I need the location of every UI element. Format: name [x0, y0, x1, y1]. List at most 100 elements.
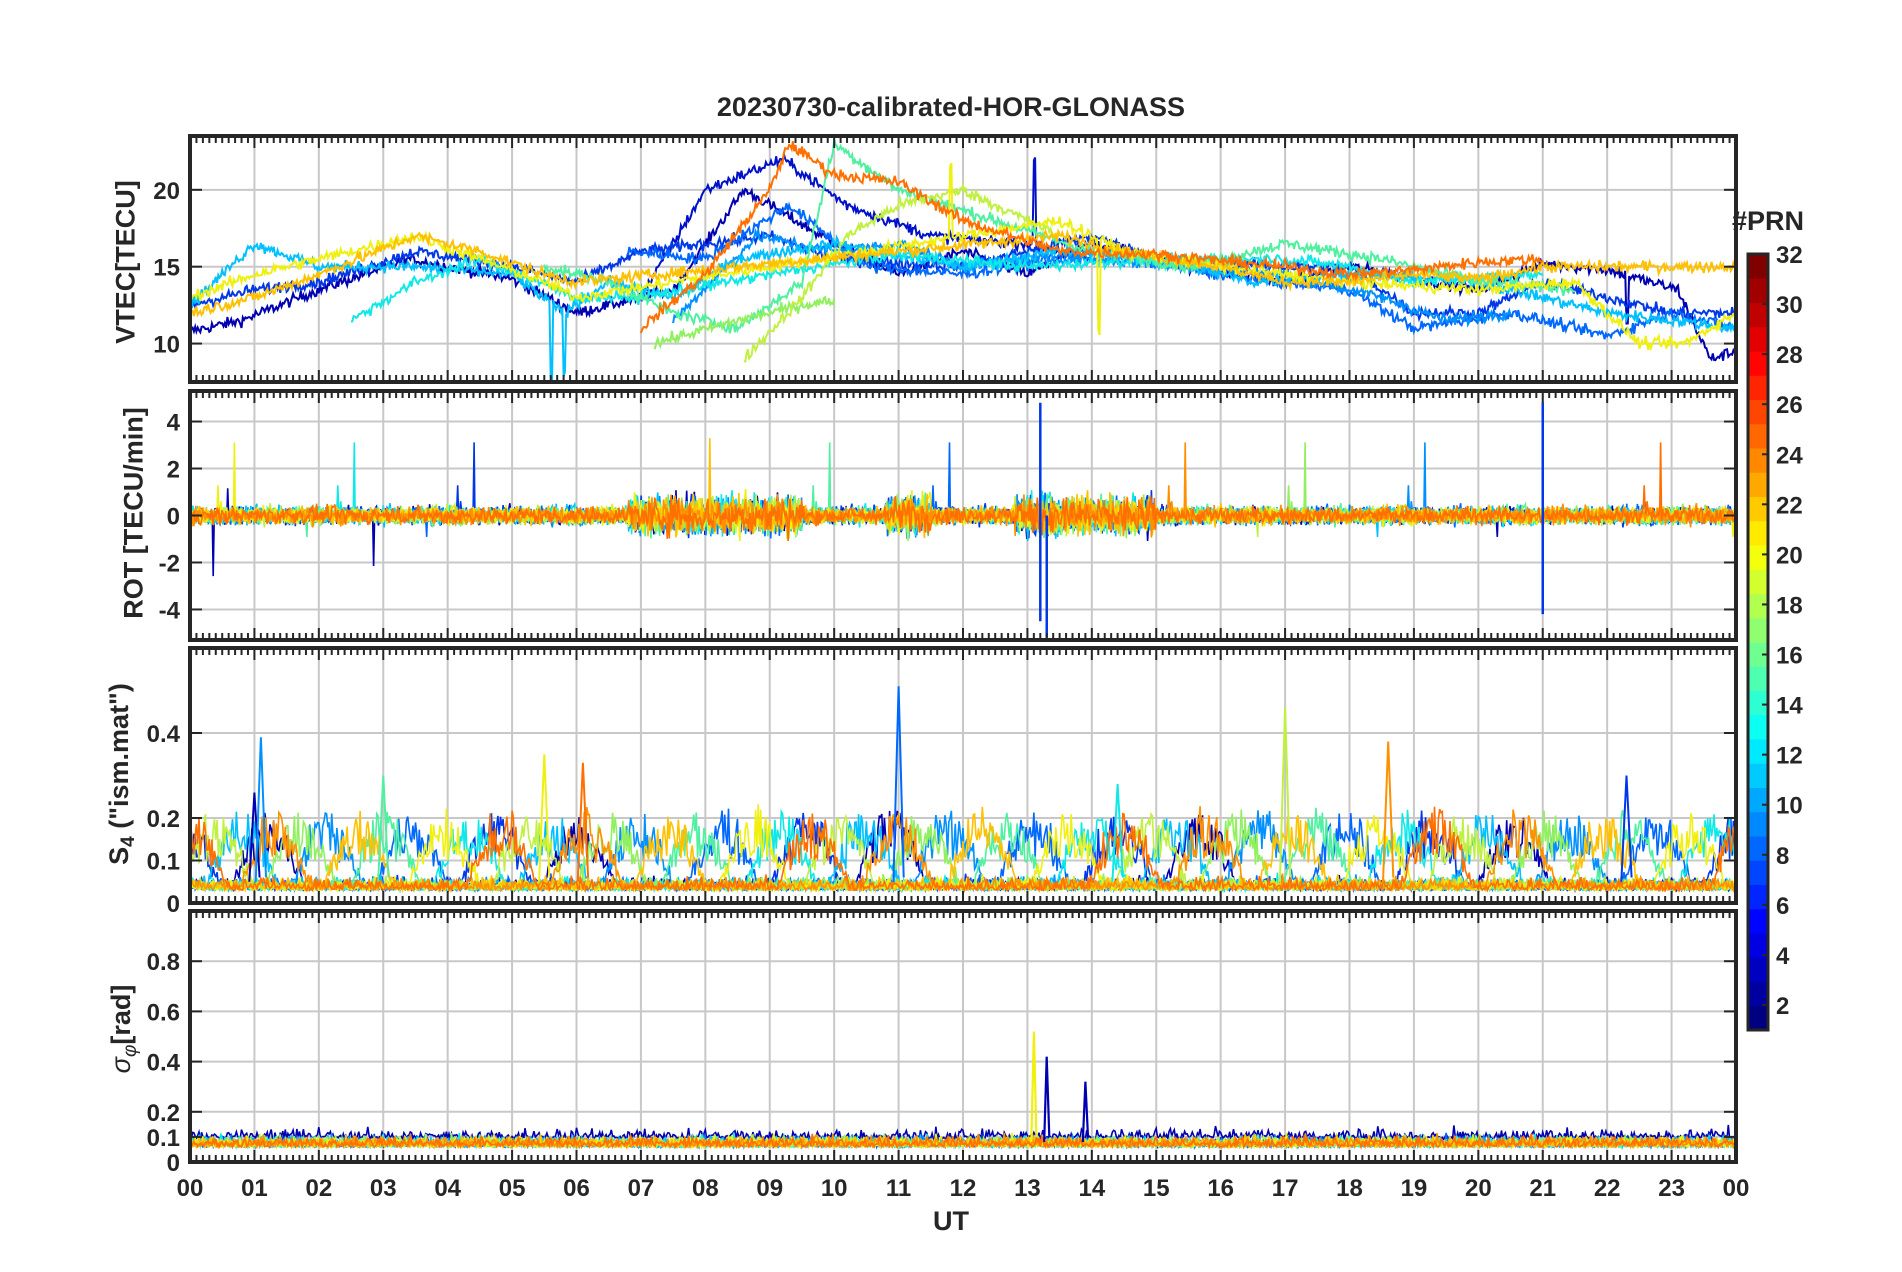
rot-ytick-label: -4: [159, 597, 181, 624]
x-tick-label: 00: [177, 1175, 204, 1202]
colorbar-tick-label: 12: [1776, 743, 1803, 770]
sigma_phi-ytick-label: 0.4: [147, 1050, 181, 1077]
vtec-line-prn19: [190, 162, 1736, 352]
panel-vtec: 10 15 20: [153, 134, 1738, 384]
s4-ytick-label: 0: [167, 891, 180, 918]
colorbar-tick-label: 30: [1776, 292, 1803, 319]
colorbar-bin: [1748, 423, 1768, 449]
x-tick-label: 10: [821, 1175, 848, 1202]
colorbar-tick-label: 24: [1776, 442, 1803, 469]
x-tick-label: 02: [305, 1175, 332, 1202]
s4-peak: [1620, 775, 1633, 882]
x-tick-label: 06: [563, 1175, 590, 1202]
colorbar-bin: [1748, 981, 1768, 1007]
colorbar-tick-label: 28: [1776, 342, 1803, 369]
colorbar-bin: [1748, 957, 1768, 982]
x-tick-label: 13: [1014, 1175, 1041, 1202]
sigma_phi-ytick-label: 0.2: [147, 1100, 180, 1127]
x-tick-label: 04: [434, 1175, 461, 1202]
s4-ytick-label: 0.1: [147, 849, 180, 876]
colorbar-title: #PRN: [1732, 206, 1805, 236]
colorbar-tick-label: 20: [1776, 542, 1803, 569]
colorbar-frame: [1746, 252, 1770, 1032]
colorbar-bin: [1748, 496, 1768, 522]
rot-ytick-label: -2: [159, 550, 180, 577]
s4-ylabel-text: S4 ("ism.mat"): [103, 683, 140, 865]
sigma-peak: [1043, 1056, 1051, 1142]
rot-series: [190, 402, 1736, 638]
sigma-peak: [1081, 1081, 1090, 1142]
colorbar-bin: [1748, 884, 1768, 910]
x-tick-label: 05: [499, 1175, 526, 1202]
colorbar-bin: [1748, 399, 1768, 425]
panel-s4: 0 0.1 0.2 0.4: [147, 646, 1738, 918]
colorbar-bin: [1748, 617, 1768, 643]
x-tick-label: 09: [756, 1175, 783, 1202]
rot-line-12: [190, 442, 1736, 542]
s4-ytick-label: 0.4: [147, 721, 181, 748]
colorbar-bin: [1748, 326, 1768, 352]
sigma_phi-ytick-label: 0.8: [147, 949, 180, 976]
sigma-line-12: [190, 1132, 1736, 1150]
colorbar-bin: [1748, 569, 1768, 594]
s4-series: [190, 686, 1736, 894]
vtec-ytick-label: 15: [153, 255, 180, 282]
x-tick-label: 12: [950, 1175, 977, 1202]
colorbar-bin: [1748, 254, 1768, 279]
x-tick-label: 14: [1078, 1175, 1105, 1202]
s4-peak: [538, 754, 551, 882]
x-tick-label: 01: [241, 1175, 268, 1202]
x-tick-label: 00: [1723, 1175, 1750, 1202]
colorbar-tick-label: 22: [1776, 492, 1803, 519]
colorbar-tick-label: 4: [1776, 943, 1790, 970]
rot-ytick-label: 2: [167, 457, 180, 484]
vtec-ytick-label: 20: [153, 178, 180, 205]
colorbar-bin: [1748, 908, 1768, 934]
x-axis-label: UT: [933, 1206, 969, 1236]
s4-line-12: [190, 806, 1736, 894]
colorbar-tick-label: 14: [1776, 693, 1803, 720]
x-tick-label: 08: [692, 1175, 719, 1202]
x-tick-label: 18: [1336, 1175, 1363, 1202]
vtec-line-prn24: [639, 141, 1544, 334]
sigma-ylabel: σφ[rad]: [106, 985, 142, 1074]
colorbar-tick-label: 26: [1776, 392, 1803, 419]
colorbar-bin: [1748, 787, 1768, 813]
s4-peak: [576, 762, 590, 882]
x-tick-label: 23: [1658, 1175, 1685, 1202]
colorbar-bin: [1748, 860, 1768, 885]
panel-rot: -4 -2 0 2 4: [159, 389, 1738, 642]
sigma-peak: [1030, 1031, 1038, 1142]
colorbar-bin: [1748, 690, 1768, 716]
rot-ytick-label: 0: [167, 504, 180, 531]
colorbar-bin: [1748, 714, 1768, 740]
x-tick-label: 19: [1401, 1175, 1428, 1202]
s4-peak: [377, 775, 390, 882]
x-tick-label: 11: [886, 1175, 911, 1202]
colorbar-bin: [1748, 520, 1768, 546]
panel-sigma_phi: 00.10.2 0.4 0.6 0.8: [147, 909, 1738, 1177]
s4-peak: [892, 686, 905, 882]
colorbar-tick-label: 32: [1776, 242, 1803, 269]
colorbar-bin: [1748, 593, 1768, 619]
vtec-line-prn17: [653, 295, 836, 350]
colorbar-bin: [1748, 811, 1768, 837]
sigma_phi-ytick-label: 0.6: [147, 999, 180, 1026]
colorbar-bin: [1748, 666, 1768, 691]
vtec-ylabel: VTEC[TECU]: [110, 180, 141, 344]
x-tick-label: 07: [628, 1175, 655, 1202]
colorbar-bin: [1748, 302, 1768, 328]
colorbar-bin: [1748, 351, 1768, 376]
sigma_phi-ytick-label: 0.1: [147, 1125, 180, 1152]
colorbar-bin: [1748, 375, 1768, 400]
x-tick-label: 03: [370, 1175, 397, 1202]
sigma-ylabel-text: σφ[rad]: [105, 984, 142, 1074]
x-tick-label: 16: [1207, 1175, 1234, 1202]
s4-peak: [1278, 707, 1292, 882]
colorbar-tick-label: 6: [1776, 893, 1789, 920]
colorbar-tick-label: 10: [1776, 793, 1803, 820]
colorbar-bin: [1748, 545, 1768, 570]
vtec-line-prn18: [743, 181, 1061, 363]
